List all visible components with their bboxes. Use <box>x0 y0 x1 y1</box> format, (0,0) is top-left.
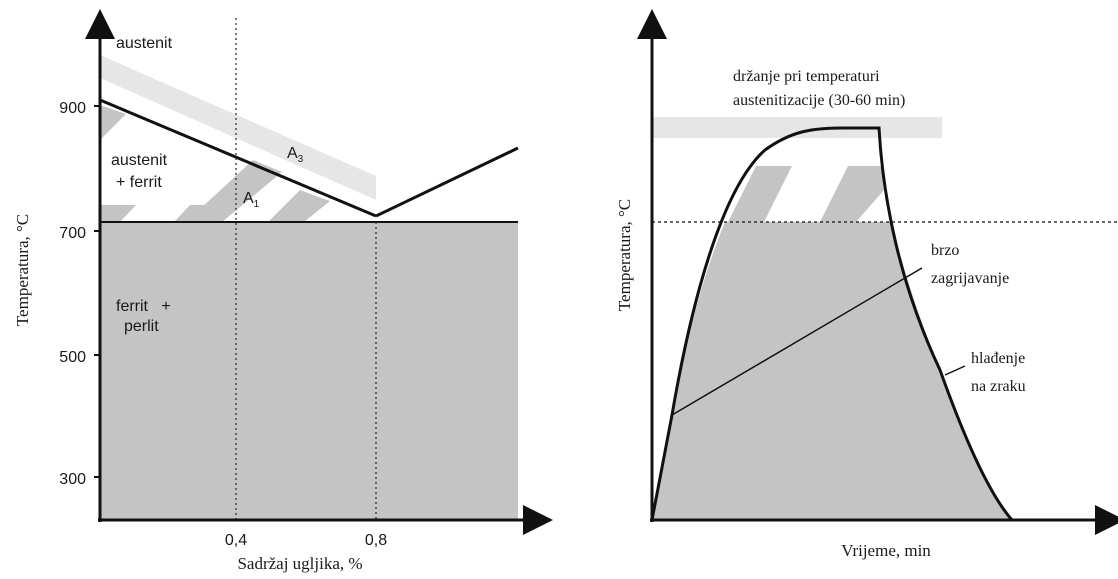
label-cooling-line1: hlađenje <box>971 350 1025 367</box>
label-ferrit-perlit-line2: perlit <box>124 318 159 335</box>
a3-line <box>99 98 377 218</box>
holding-temperature-band <box>652 117 942 138</box>
left-y-axis-label: Temperatura, °C <box>13 214 32 326</box>
label-a1: A1 <box>243 190 260 210</box>
acm-line <box>375 146 519 218</box>
label-a3: A3 <box>287 145 304 165</box>
label-austenit-ferrit-line2: + ferrit <box>116 174 162 191</box>
hatch-stripe <box>186 160 282 222</box>
hatch-stripe <box>268 190 330 222</box>
a3-temperature-band <box>100 55 376 200</box>
temperature-time-curve <box>650 126 1014 521</box>
y-tick-label-700: 700 <box>59 225 86 242</box>
label-ferrit-perlit-line1: ferrit + <box>116 298 171 315</box>
right-heat-treatment-diagram: Vrijeme, min Temperatura, °C držanje pri… <box>615 9 1118 560</box>
label-cooling-line2: na zraku <box>971 378 1026 395</box>
y-tick-label-500: 500 <box>59 349 86 366</box>
cooling-leader-line <box>944 365 966 376</box>
x-tick-label-0-8: 0,8 <box>365 532 387 549</box>
label-heating-line2: zagrijavanje <box>931 270 1009 287</box>
hatch-stripe <box>820 166 884 222</box>
hatch-stripe <box>100 105 126 140</box>
y-tick-label-300: 300 <box>59 471 86 488</box>
y-tick-label-900: 900 <box>59 100 86 117</box>
label-holding-line1: držanje pri temperaturi <box>733 68 880 85</box>
left-phase-diagram: 900 700 500 300 0,4 0,8 Sadržaj ugljika,… <box>13 9 553 573</box>
cycle-filled-region <box>652 222 1012 520</box>
right-y-axis-label: Temperatura, °C <box>615 199 634 311</box>
ferrit-perlit-region <box>100 222 518 520</box>
label-austenit: austenit <box>116 35 173 52</box>
hatch-stripe <box>728 166 792 222</box>
hatch-stripe <box>100 205 136 222</box>
label-holding-line2: austenitizacije (30-60 min) <box>733 92 905 109</box>
heating-leader-line <box>671 267 923 416</box>
x-tick-label-0-4: 0,4 <box>225 532 247 549</box>
label-austenit-ferrit-line1: austenit <box>111 152 168 169</box>
right-x-axis-label: Vrijeme, min <box>841 541 931 560</box>
label-heating-line1: brzo <box>931 242 959 259</box>
left-x-axis-label: Sadržaj ugljika, % <box>237 554 362 573</box>
